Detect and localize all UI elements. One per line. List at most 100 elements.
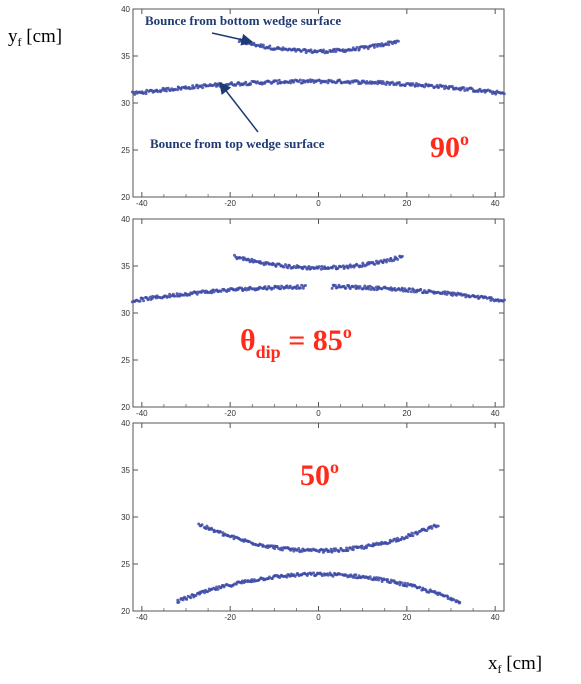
data-point <box>358 284 362 288</box>
data-point <box>411 534 415 538</box>
y-tick-label: 25 <box>121 356 130 365</box>
data-point <box>418 585 422 589</box>
data-point <box>141 91 145 95</box>
y-tick-label: 35 <box>121 466 130 475</box>
data-point <box>146 298 150 302</box>
data-point <box>367 287 371 291</box>
y-tick-label: 30 <box>121 99 130 108</box>
data-point <box>324 79 328 83</box>
plot-frame <box>132 218 505 408</box>
data-point <box>203 591 207 595</box>
data-point <box>312 571 316 575</box>
data-point <box>212 290 216 294</box>
data-point <box>322 48 326 52</box>
angle-label: 50o <box>300 457 339 492</box>
x-tick-label: 0 <box>316 199 321 208</box>
data-point <box>297 546 301 550</box>
angle-label-main: 50 <box>300 459 330 492</box>
data-point <box>462 86 466 90</box>
data-point <box>415 81 419 85</box>
y-tick-label: 35 <box>121 262 130 271</box>
data-point <box>400 254 404 258</box>
data-point <box>275 79 279 83</box>
data-point <box>338 572 342 576</box>
data-point <box>244 80 248 84</box>
data-point <box>277 78 281 82</box>
data-point <box>334 50 338 54</box>
y-tick-label: 40 <box>121 215 130 224</box>
data-point <box>363 284 367 288</box>
annotation-label: Bounce from bottom wedge surface <box>145 13 341 28</box>
data-point <box>333 283 337 287</box>
data-point <box>336 267 340 271</box>
data-point <box>215 585 219 589</box>
data-point <box>346 549 350 553</box>
data-point <box>354 573 358 577</box>
data-point <box>406 289 410 293</box>
x-tick-label: 40 <box>491 199 500 208</box>
data-point <box>188 87 192 91</box>
data-point <box>280 548 284 552</box>
data-point <box>282 265 286 269</box>
data-point <box>286 266 290 270</box>
data-point <box>295 284 299 288</box>
panel-50-deg: -40 -20 0 20 40 20 25 30 35 40 50o <box>121 419 505 622</box>
data-point <box>263 285 267 289</box>
data-point <box>400 581 404 585</box>
series-arc-3 <box>330 283 506 303</box>
data-point <box>405 584 409 588</box>
data-point <box>141 296 145 300</box>
y-tick-label: 40 <box>121 419 130 428</box>
y-tick-label: 30 <box>121 309 130 318</box>
data-point <box>380 579 384 583</box>
data-point <box>502 92 506 96</box>
data-point <box>303 265 307 269</box>
data-point <box>430 526 434 530</box>
plot-frame <box>132 8 505 198</box>
angle-label-degree: o <box>330 457 339 477</box>
y-tick-label: 20 <box>121 193 130 202</box>
series-arc-1 <box>232 253 404 271</box>
data-point <box>348 287 352 291</box>
data-point <box>303 283 307 287</box>
data-point <box>389 257 393 261</box>
data-point <box>399 538 403 542</box>
panel-85-deg: -40 -20 0 20 40 20 25 30 35 40 θdip = 85o <box>121 215 506 418</box>
data-point <box>463 88 467 92</box>
data-point <box>396 536 400 540</box>
data-point <box>289 81 293 85</box>
annotation-arrow <box>211 32 254 46</box>
data-point <box>355 262 359 266</box>
data-point <box>425 529 429 533</box>
data-point <box>219 289 223 293</box>
x-axis-label: xf [cm] <box>488 653 542 676</box>
data-point <box>276 82 280 86</box>
data-point <box>344 286 348 290</box>
data-point <box>397 80 401 84</box>
data-point <box>293 47 297 51</box>
data-point <box>279 287 283 291</box>
angle-label: θdip = 85o <box>240 322 352 362</box>
data-point <box>330 286 334 290</box>
x-axis-label-unit: [cm] <box>502 653 543 674</box>
x-tick-label: -20 <box>224 613 236 622</box>
data-point <box>351 575 355 579</box>
y-tick-label: 35 <box>121 52 130 61</box>
data-point <box>265 287 269 291</box>
x-tick-label: -40 <box>136 409 148 418</box>
data-point <box>189 596 193 600</box>
y-tick-label: 40 <box>121 5 130 14</box>
data-point <box>148 295 152 299</box>
data-point <box>427 590 431 594</box>
data-point <box>191 84 195 88</box>
data-point <box>267 575 271 579</box>
angle-label-degree: o <box>460 129 469 149</box>
data-point <box>239 256 243 260</box>
data-point <box>185 597 189 601</box>
data-point <box>283 263 287 267</box>
panel-90-deg: -40 -20 0 20 40 20 25 30 35 40 Bounce from bottom … <box>121 5 506 208</box>
data-point <box>213 529 217 533</box>
y-axis-label-sub: f <box>18 35 22 49</box>
data-point <box>372 45 376 49</box>
